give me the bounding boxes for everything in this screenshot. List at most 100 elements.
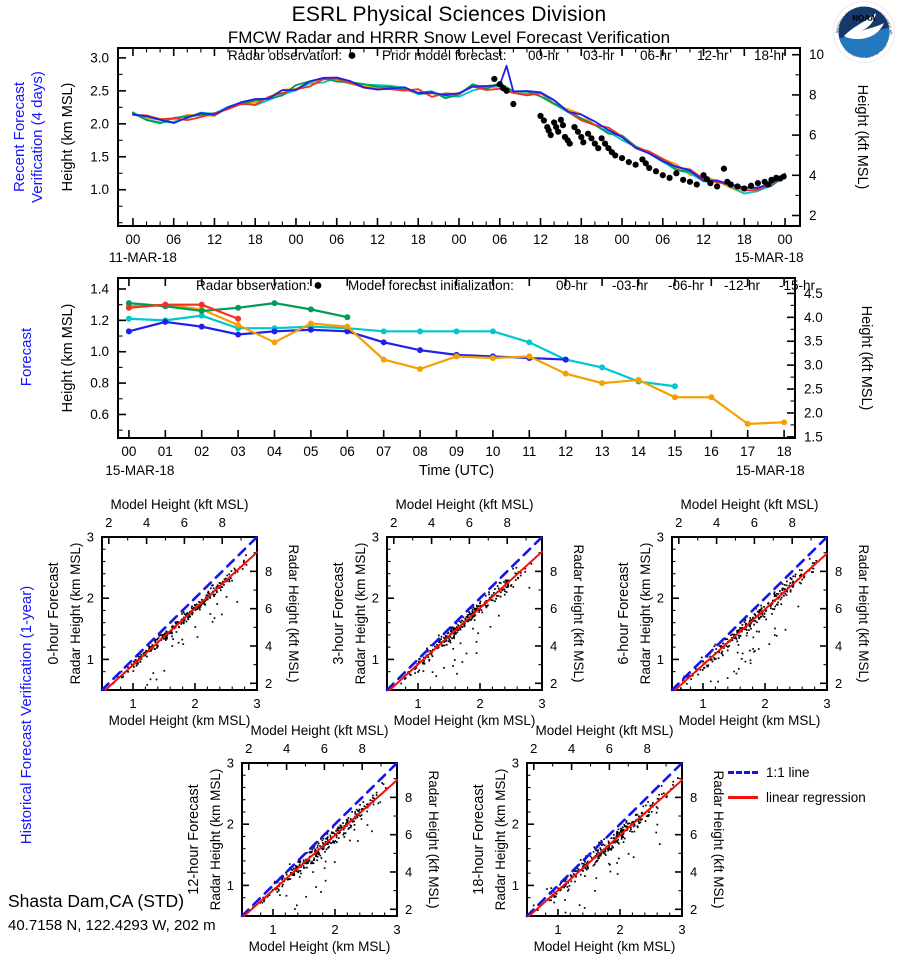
scatter-point — [337, 826, 340, 829]
plot-frame — [241, 762, 398, 917]
scatter-point — [560, 888, 562, 891]
scatter-point — [122, 675, 125, 678]
scatter-point — [429, 650, 432, 652]
top-tick-label: 2 — [675, 515, 682, 530]
scatter-point — [348, 827, 351, 829]
scatter-point — [584, 867, 586, 869]
scatter-point — [598, 853, 601, 856]
scatter-point — [503, 588, 506, 591]
scatter-point — [216, 585, 219, 588]
one-to-one-line-label: 1:1 line — [766, 765, 810, 780]
scatter-legend: 1:1 line linear regression — [728, 760, 866, 810]
scatter-point — [760, 609, 762, 612]
scatter-point — [651, 804, 653, 806]
scatter-point — [510, 585, 512, 587]
scatter-point — [176, 622, 178, 625]
right-tick-label: 8 — [265, 564, 272, 579]
scatter-point — [209, 613, 212, 615]
scatter-point — [594, 861, 597, 863]
scatter-point — [616, 862, 618, 864]
scatter-point — [620, 828, 623, 831]
scatter-point — [224, 577, 227, 580]
scatter-point — [186, 612, 189, 614]
panel-forecast-label: 3-hour Forecast — [331, 562, 347, 664]
scatter-point — [621, 829, 624, 832]
scatter-point — [449, 641, 452, 644]
scatter-point — [756, 610, 759, 613]
scatter-point — [548, 899, 551, 902]
scatter-point — [775, 634, 778, 637]
right-tick-label: 4 — [835, 638, 842, 653]
scatter-point — [690, 678, 693, 680]
scatter-point — [532, 904, 535, 907]
scatter-point — [287, 878, 289, 881]
scatter-point — [752, 636, 755, 639]
scatter-point — [475, 652, 478, 655]
scatter-point — [800, 582, 802, 585]
scatter-point — [459, 642, 462, 645]
y-tick-label: 1.4 — [90, 281, 109, 296]
scatter-point — [617, 838, 620, 841]
scatter-point — [715, 648, 718, 650]
series-marker--15-hr — [162, 301, 169, 308]
scatter-point — [136, 662, 138, 664]
scatter-point — [236, 601, 239, 603]
date-right-label: 15-MAR-18 — [736, 463, 805, 478]
scatter-point — [290, 871, 292, 874]
scatter-point — [473, 619, 476, 621]
scatter-point — [183, 619, 186, 622]
scatter-point — [236, 570, 239, 573]
scatter-point — [790, 578, 793, 580]
right-tick-label: 3.0 — [804, 358, 823, 373]
scatter-point — [631, 821, 634, 823]
radar-obs-point — [580, 139, 587, 146]
radar-obs-point — [588, 135, 595, 142]
series-marker-00-hr — [562, 370, 569, 377]
scatter-point — [731, 633, 734, 636]
scatter-point — [623, 823, 626, 826]
scatter-point — [474, 610, 476, 612]
series-marker--03-hr — [417, 328, 424, 335]
scatter-point — [600, 848, 602, 851]
scatter-point — [472, 627, 474, 630]
scatter-point — [757, 648, 760, 650]
radar-obs-point — [540, 117, 548, 124]
scatter-point — [475, 604, 478, 607]
forecast-chart: 00 01 02 03 04 05 06 07 08 09 10 11 12 13 14 15 16 17 18 0.… — [60, 277, 874, 479]
scatter-point — [317, 852, 320, 854]
scatter-point — [672, 780, 675, 783]
scatter-point — [493, 592, 495, 594]
scatter-point — [274, 888, 277, 891]
scatter-point — [607, 847, 610, 850]
scatter-point — [505, 586, 508, 589]
scatter-point — [450, 628, 453, 630]
scatter-point — [497, 595, 500, 597]
scatter-point — [313, 857, 316, 860]
right-tick-label: 2.5 — [804, 382, 823, 397]
scatter-point — [303, 866, 306, 869]
regression-line — [104, 551, 258, 691]
scatter-point — [468, 611, 470, 613]
right-tick-label: 8 — [835, 564, 842, 579]
scatter-point — [568, 884, 571, 887]
radar-obs-point — [632, 161, 639, 168]
scatter-point — [691, 674, 694, 677]
scatter-point — [798, 569, 801, 571]
scatter-point — [474, 607, 477, 610]
scatter-point — [295, 870, 298, 872]
right-tick-label: 8 — [809, 87, 817, 102]
scatter-point — [321, 842, 324, 844]
scatter-point — [190, 607, 193, 609]
scatter-point — [140, 653, 142, 656]
scatter-point — [741, 627, 744, 629]
scatter-point — [656, 797, 659, 800]
scatter-point — [346, 821, 349, 823]
scatter-point — [602, 852, 605, 854]
scatter-point — [647, 814, 649, 817]
scatter-point — [475, 608, 478, 611]
scatter-point — [750, 619, 752, 621]
legend-one-to-one: 1:1 line — [728, 760, 866, 785]
scatter-point — [438, 639, 441, 642]
scatter-point — [753, 623, 755, 626]
x-tick-label: 16 — [704, 444, 719, 459]
